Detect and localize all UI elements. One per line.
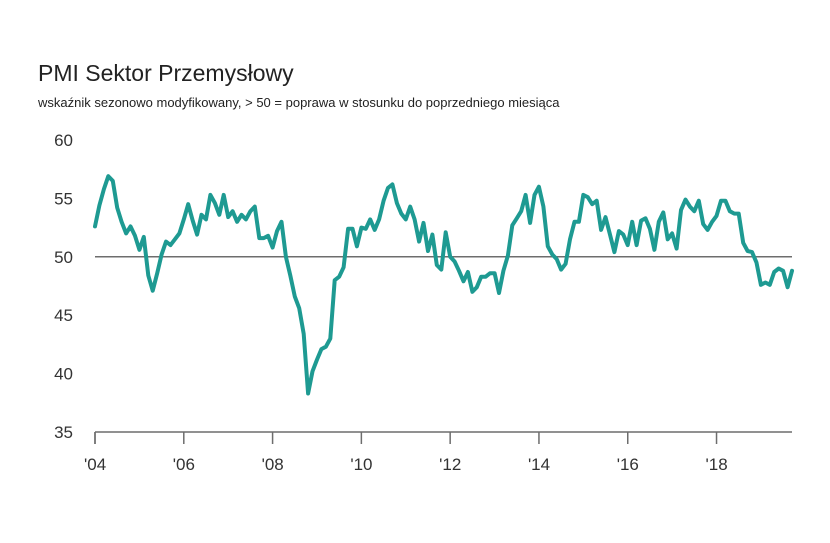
y-tick-label: 60 xyxy=(54,131,73,150)
x-tick-label: '18 xyxy=(706,455,728,474)
series-layer xyxy=(93,174,794,396)
x-tick-label: '14 xyxy=(528,455,550,474)
x-tick-label: '12 xyxy=(439,455,461,474)
x-axis: '04 '06 '08 '10 '12 '14 '16 '18 xyxy=(84,431,792,474)
y-tick-label: 45 xyxy=(54,306,73,325)
y-tick-label: 50 xyxy=(54,248,73,267)
x-tick-label: '16 xyxy=(617,455,639,474)
chart-title: PMI Sektor Przemysłowy xyxy=(38,60,294,86)
x-tick-label: '10 xyxy=(350,455,372,474)
x-tick-label: '06 xyxy=(173,455,195,474)
x-tick-label: '04 xyxy=(84,455,106,474)
y-tick-label: 40 xyxy=(54,365,73,384)
y-tick-label: 55 xyxy=(54,189,73,208)
chart-subtitle: wskaźnik sezonowo modyfikowany, > 50 = p… xyxy=(38,95,560,110)
y-tick-label: 35 xyxy=(54,423,73,442)
x-tick-label: '08 xyxy=(262,455,284,474)
y-axis: 35 40 45 50 55 60 xyxy=(54,131,73,442)
pmi-series-line xyxy=(93,174,794,396)
